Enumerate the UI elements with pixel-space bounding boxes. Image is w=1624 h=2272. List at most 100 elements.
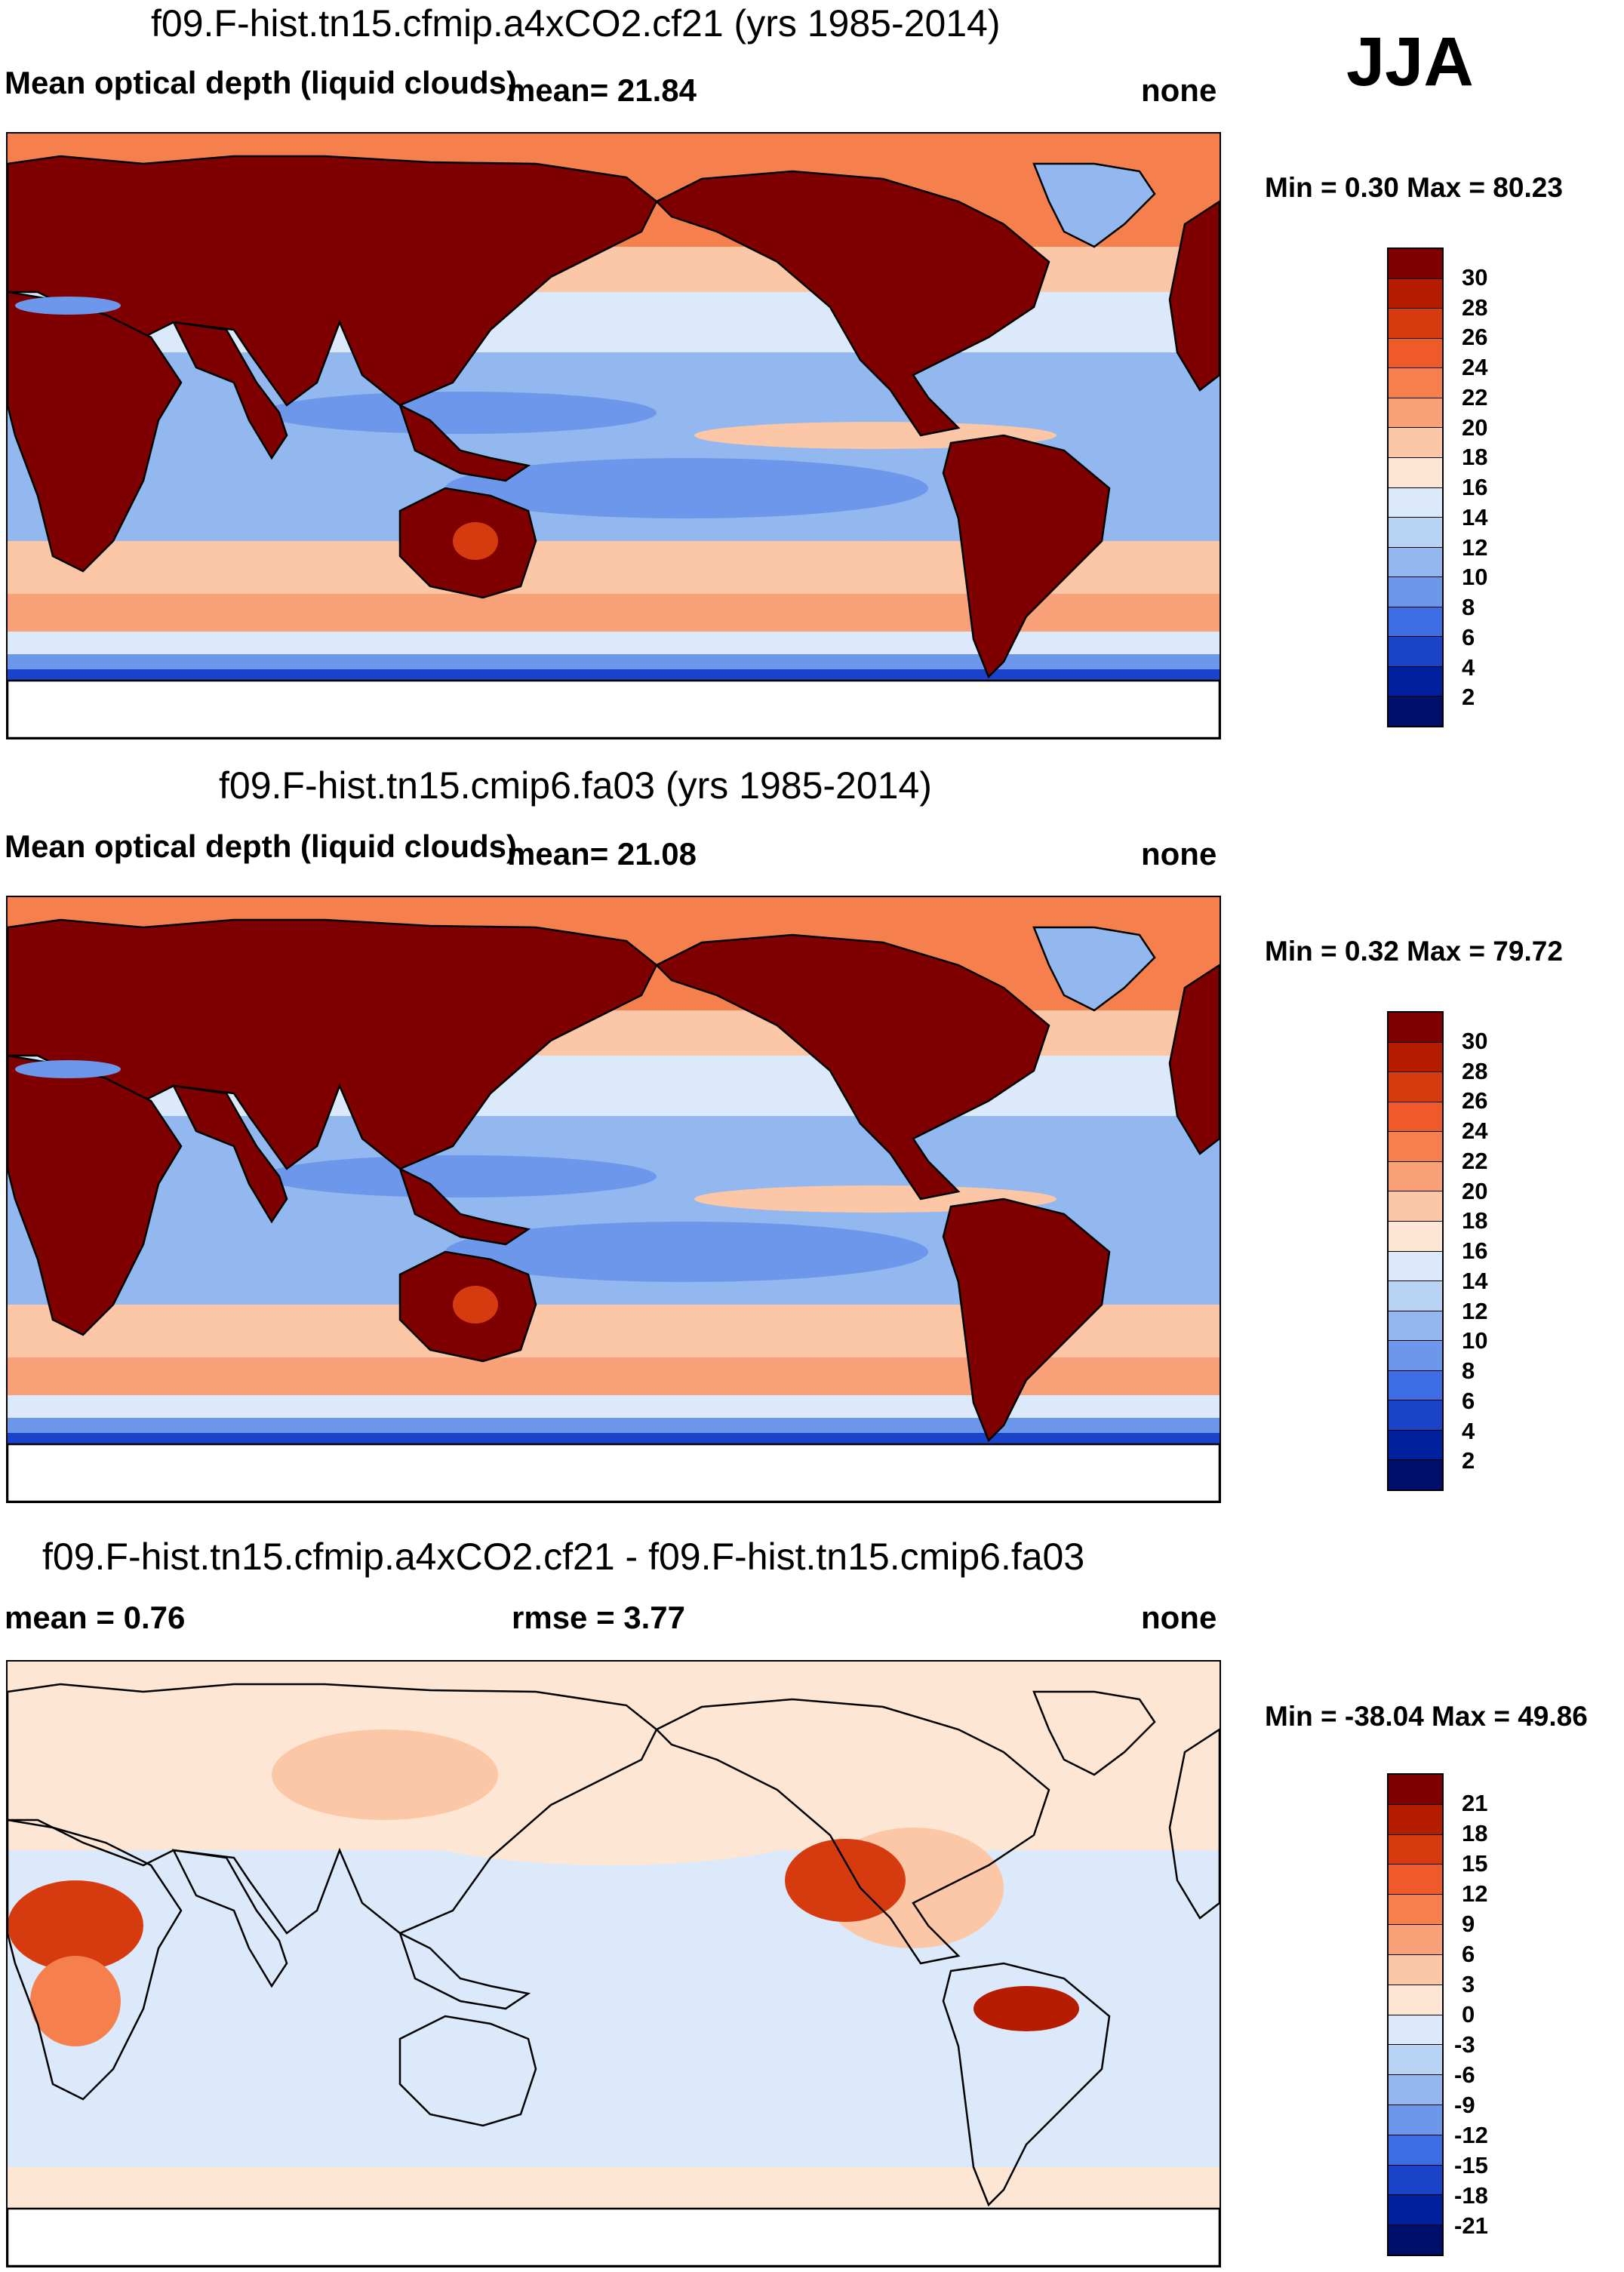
colorbar-tick-label: 21: [1462, 1790, 1488, 1816]
colorbar-tick-label: -6: [1454, 2061, 1475, 2088]
colorbar-tick-label: 30: [1462, 263, 1488, 291]
colorbar-segment: [1389, 1102, 1442, 1133]
land-africa: [8, 291, 183, 573]
rmse-label: rmse = 3.77: [512, 1600, 686, 1635]
colorbar-segment: [1389, 368, 1442, 398]
colorbar-tick-label: 10: [1462, 1327, 1488, 1354]
units-label: none: [1141, 1600, 1217, 1635]
colorbar-tick-label: 14: [1462, 503, 1488, 530]
colorbar-tick-label: 30: [1462, 1027, 1488, 1054]
colorbar-segment: [1389, 666, 1442, 697]
colorbar-tick-label: 18: [1462, 1820, 1488, 1846]
colorbar-tick-label: 15: [1462, 1850, 1488, 1877]
colorbar-segment: [1389, 1042, 1442, 1073]
colorbar-segment: [1389, 696, 1442, 726]
colorbar-segment: [1389, 2225, 1442, 2255]
colorbar-tick-label: 22: [1462, 1147, 1488, 1174]
colorbar-segment: [1389, 1865, 1442, 1895]
diff-africa-hot: [8, 1880, 143, 1971]
season-label: JJA: [1346, 23, 1474, 100]
coast-australia: [398, 2015, 537, 2127]
land-antarctica: [8, 1443, 1220, 1502]
colorbar-segment: [1389, 2195, 1442, 2226]
colorbar-tick-label: 16: [1462, 1237, 1488, 1264]
coast-india-arabia: [171, 1849, 288, 1988]
colorbar-tick-label: -18: [1454, 2182, 1488, 2209]
colorbar-tick-label: 3: [1462, 1971, 1475, 1997]
panel-title: f09.F-hist.tn15.cmip6.fa03 (yrs 1985-201…: [219, 764, 932, 807]
pacific-low: [264, 1155, 657, 1197]
units-label: none: [1141, 836, 1217, 872]
colorbar-segment: [1389, 278, 1442, 309]
colorbar-tick-label: 6: [1462, 1941, 1475, 1967]
colorbar-segment: [1389, 577, 1442, 607]
colorbar-tick-label: 8: [1462, 1357, 1475, 1384]
colorbar-segment: [1389, 1804, 1442, 1835]
south-pacific-low: [445, 458, 928, 518]
colorbar-tick-label: -3: [1454, 2031, 1475, 2058]
colorbar-tick-label: 28: [1462, 294, 1488, 321]
colorbar-segment: [1389, 1985, 1442, 2015]
colorbar-tick-label: 24: [1462, 1118, 1488, 1144]
colorbar-segment: [1389, 1370, 1442, 1401]
colorbar-segment: [1389, 1281, 1442, 1311]
colorbar-tick-label: 10: [1462, 564, 1488, 591]
units-label: none: [1141, 72, 1217, 108]
colorbar-segment: [1389, 1221, 1442, 1252]
colorbar-tick-label: 28: [1462, 1057, 1488, 1084]
ice-edge-1: [8, 1418, 1220, 1433]
colorbar-segment: [1389, 249, 1442, 279]
colorbar-tick-label: 2: [1462, 684, 1475, 711]
colorbar-tick-label: 2: [1462, 1447, 1475, 1474]
colorbar-segment: [1389, 398, 1442, 429]
coast-south-america: [942, 1962, 1111, 2207]
southern-fade: [8, 632, 1220, 654]
colorbar-tick-label: 20: [1462, 414, 1488, 441]
colorbar-segment: [1389, 1013, 1442, 1043]
colorbar: [1387, 1773, 1444, 2256]
colorbar-tick-label: -9: [1454, 2092, 1475, 2118]
colorbar-segment: [1389, 1834, 1442, 1865]
land-africa: [8, 1054, 183, 1336]
colorbar-tick-label: 20: [1462, 1177, 1488, 1204]
land-india-arabia: [171, 321, 288, 460]
colorbar-tick-label: 12: [1462, 1297, 1488, 1324]
colorbar-tick-label: 12: [1462, 533, 1488, 561]
colorbar-tick-label: 24: [1462, 354, 1488, 380]
land-north-america: [654, 933, 1050, 1201]
land-antarctica: [8, 679, 1220, 738]
panel-title: f09.F-hist.tn15.cfmip.a4xCO2.cf21 (yrs 1…: [151, 2, 1001, 45]
coast-eurasia: [8, 1683, 658, 1935]
land-eurasia: [8, 155, 658, 407]
colorbar-segment: [1389, 518, 1442, 548]
variable-label: Mean optical depth (liquid clouds): [5, 65, 517, 100]
colorbar-tick-label: 4: [1462, 1417, 1475, 1444]
colorbar-segment: [1389, 1895, 1442, 1926]
colorbar-tick-label: -21: [1454, 2212, 1488, 2239]
coast-antarctica: [8, 2207, 1220, 2266]
colorbar-tick-label: 18: [1462, 444, 1488, 471]
colorbar-tick-label: 9: [1462, 1911, 1475, 1937]
diff-amazon-hot: [973, 1986, 1079, 2031]
mean-label: mean= 21.84: [507, 72, 697, 108]
coast-europe-right: [1168, 1728, 1220, 1920]
colorbar-segment: [1389, 637, 1442, 667]
land-eurasia: [8, 918, 658, 1170]
colorbar: [1387, 1011, 1444, 1491]
colorbar-segment: [1389, 1191, 1442, 1222]
colorbar-tick-label: 8: [1462, 594, 1475, 620]
colorbar-tick-label: 26: [1462, 324, 1488, 351]
land-north-america: [654, 170, 1050, 437]
colorbar-segment: [1389, 2075, 1442, 2105]
colorbar-segment: [1389, 2135, 1442, 2166]
map-panel: [6, 1660, 1221, 2267]
colorbar-segment: [1389, 1430, 1442, 1461]
map-panel: [6, 896, 1221, 1503]
colorbar-segment: [1389, 309, 1442, 339]
land-south-america: [942, 434, 1111, 679]
colorbar-tick-label: 22: [1462, 383, 1488, 410]
min-max-label: Min = 0.30 Max = 80.23: [1265, 172, 1563, 203]
southern-fade: [8, 1395, 1220, 1418]
colorbar-tick-label: 16: [1462, 474, 1488, 500]
min-max-label: Min = 0.32 Max = 79.72: [1265, 936, 1563, 967]
